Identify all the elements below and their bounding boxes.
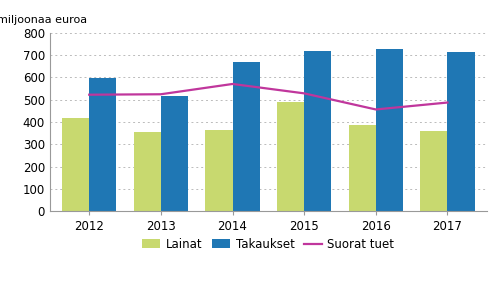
Bar xyxy=(447,52,475,211)
Bar xyxy=(304,51,331,211)
Bar xyxy=(349,125,376,211)
Bar xyxy=(89,79,116,211)
Bar xyxy=(420,131,447,211)
Bar xyxy=(205,130,233,211)
Legend: Lainat, Takaukset, Suorat tuet: Lainat, Takaukset, Suorat tuet xyxy=(137,233,399,255)
Bar xyxy=(376,49,403,211)
Bar xyxy=(134,132,161,211)
Bar xyxy=(277,102,304,211)
Bar xyxy=(161,96,188,211)
Text: miljoonaa euroa: miljoonaa euroa xyxy=(0,15,87,25)
Bar xyxy=(62,117,89,211)
Bar xyxy=(233,62,260,211)
